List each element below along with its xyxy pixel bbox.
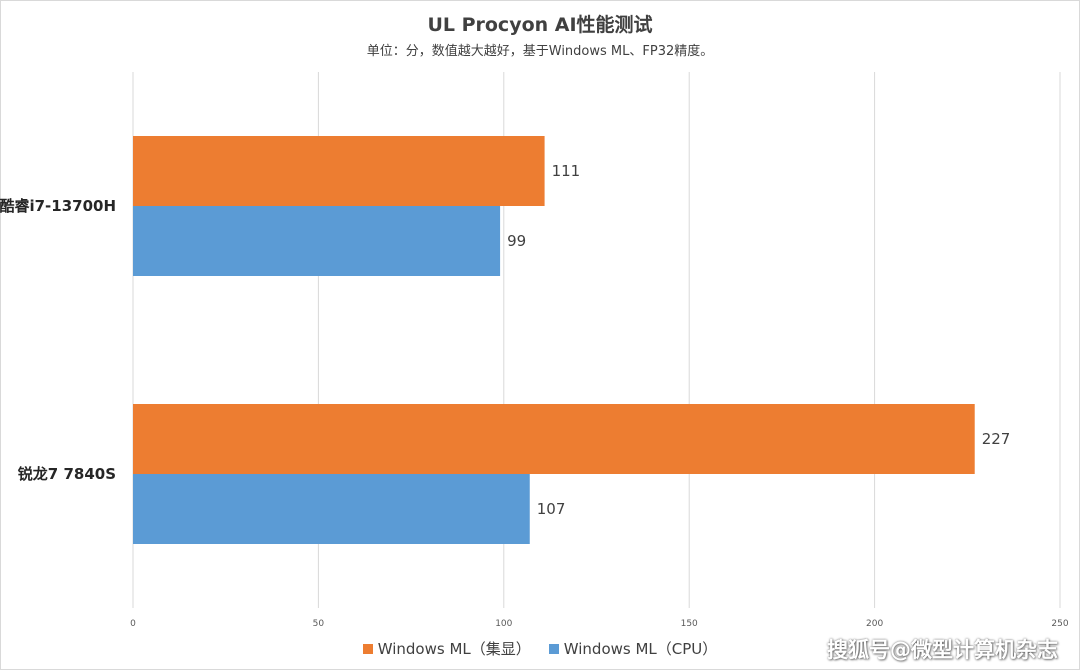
chart-title: UL Procyon AI性能测试 — [427, 14, 653, 36]
bar — [133, 474, 530, 544]
x-tick-label: 0 — [130, 619, 136, 629]
bar — [133, 136, 545, 206]
legend-swatch-igpu — [362, 643, 373, 654]
data-label: 227 — [982, 430, 1011, 448]
data-label: 99 — [507, 232, 526, 250]
bar — [133, 206, 501, 276]
bars — [133, 136, 975, 544]
legend: Windows ML（集显） Windows ML（CPU） — [0, 638, 1080, 659]
legend-item-igpu: Windows ML（集显） — [362, 638, 531, 659]
data-label: 107 — [537, 500, 566, 518]
category-label: 锐龙7 7840S — [18, 465, 116, 483]
legend-swatch-cpu — [548, 643, 559, 654]
watermark: 搜狐号@微型计算机杂志 — [827, 638, 1058, 662]
legend-item-cpu: Windows ML（CPU） — [548, 638, 718, 659]
bar — [133, 404, 975, 474]
data-label: 111 — [552, 162, 581, 180]
x-tick-label: 250 — [1051, 619, 1068, 629]
x-tick-label: 50 — [313, 619, 325, 629]
legend-label-igpu: Windows ML（集显） — [377, 640, 531, 658]
x-tick-label: 100 — [495, 619, 512, 629]
x-tick-label: 200 — [866, 619, 883, 629]
chart-subtitle: 单位：分，数值越大越好，基于Windows ML、FP32精度。 — [366, 44, 714, 59]
category-label: 酷睿i7-13700H — [0, 197, 116, 215]
data-labels: 111 99 227 107 — [507, 162, 1010, 518]
x-tick-labels: 0 50 100 150 200 250 — [130, 619, 1069, 629]
x-tick-label: 150 — [681, 619, 698, 629]
category-labels: 酷睿i7-13700H 锐龙7 7840S — [0, 197, 116, 483]
legend-label-cpu: Windows ML（CPU） — [563, 640, 718, 658]
